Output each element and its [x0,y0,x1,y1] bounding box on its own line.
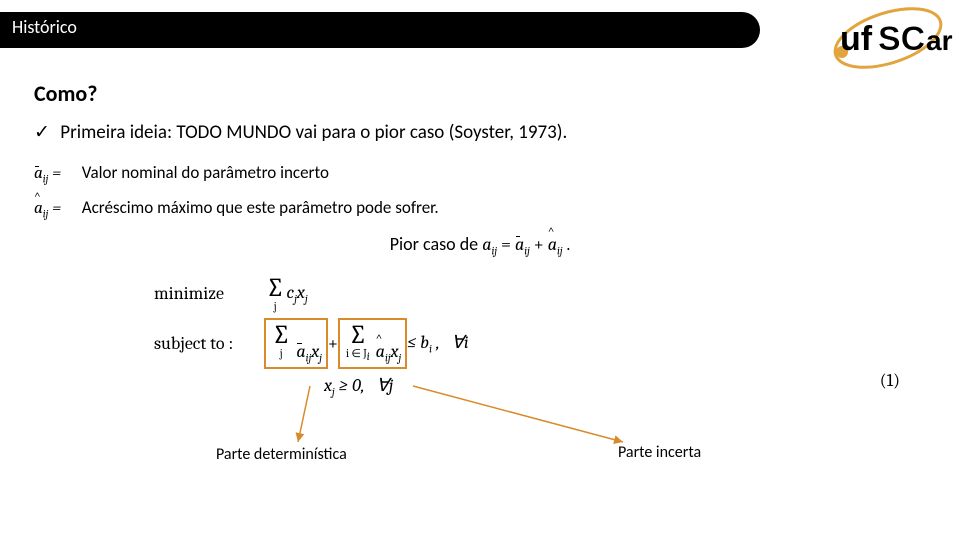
sum-obj: ∑j [266,275,284,312]
plus-sign: + [328,333,338,354]
param-increment: aij = Acréscimo máximo que este parâmetr… [34,197,926,220]
objective-row: minimize ∑j cjxj [154,275,926,312]
deterministic-term-box: ∑j aijxj [264,318,328,369]
annotation-uncertain: Parte incerta [618,443,701,462]
param-nominal-desc: Valor nominal do parâmetro incerto [82,162,329,183]
subtitle-como: Como? [34,80,926,107]
worst-case-def: Pior caso de aij = aij + aij . [34,233,926,258]
param-nominal: aij = Valor nominal do parâmetro incerto [34,162,926,185]
idea-line: ✓ Primeira ideia: TODO MUNDO vai para o … [34,121,926,144]
constraint-row: subject to : ∑j aijxj + ∑i ∈ Ji aijxj ≤ … [154,318,926,369]
subject-label: subject to : [154,333,264,354]
slide-content: Como? ✓ Primeira ideia: TODO MUNDO vai p… [34,80,926,405]
idea-prefix: Primeira ideia: [60,121,176,144]
param-increment-desc: Acréscimo máximo que este parâmetro pode… [82,197,439,218]
svg-text:SC: SC [878,20,925,58]
svg-text:ar: ar [926,25,953,56]
equation-number: (1) [880,370,900,391]
annotation-deterministic: Parte determinística [216,445,347,464]
uncertain-term-box: ∑i ∈ Ji aijxj [338,318,407,369]
minimize-label: minimize [154,283,264,304]
check-icon: ✓ [34,121,56,144]
nonneg-row: xj ≥ 0, ∀j [154,375,926,399]
ufscar-logo: uf SC ar [800,0,960,90]
idea-body: TODO MUNDO vai para o pior caso (Soyster… [176,121,567,144]
optimization-model: minimize ∑j cjxj subject to : ∑j aijxj +… [154,275,926,398]
svg-text:uf: uf [840,20,873,58]
header-title: Histórico [12,16,77,38]
header-bar [0,12,760,48]
